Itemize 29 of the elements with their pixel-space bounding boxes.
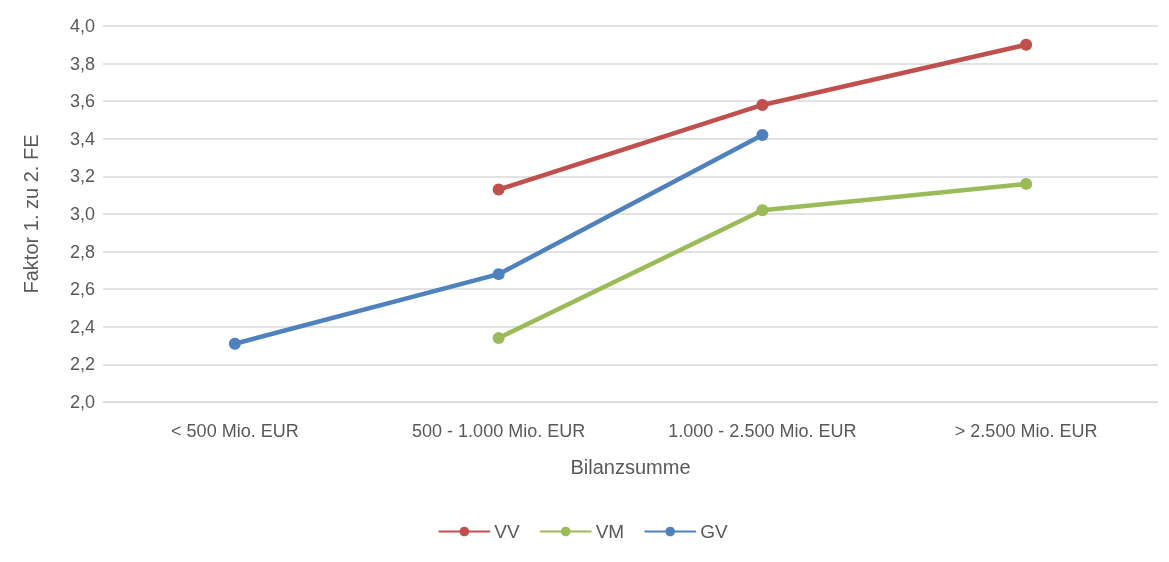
x-tick-label: 1.000 - 2.500 Mio. EUR [668,421,857,441]
point [492,268,505,281]
y-tick-label: 3,6 [69,91,95,112]
point [228,337,241,350]
y-tick-label: 3,2 [69,166,95,187]
y-tick-label: 2,8 [69,241,95,262]
y-tick-label: 3,0 [69,204,95,224]
point [1020,177,1033,190]
y-tick-label: 2,0 [69,392,95,412]
y-tick-label: 2,6 [69,279,95,300]
point [756,204,769,217]
y-tick-label: 2,2 [69,354,95,375]
x-tick-label: 500 - 1.000 Mio. EUR [412,421,586,441]
y-tick-label: 3,8 [69,53,95,74]
y-tick-label: 2,4 [69,316,95,337]
point [492,183,505,196]
x-tick-label: > 2.500 Mio. EUR [954,421,1098,441]
y-tick-label: 4,0 [69,16,95,36]
y-tick-label: 3,4 [69,128,95,149]
x-tick-label: < 500 Mio. EUR [171,421,299,441]
y-axis-title: Faktor 1. zu 2. FE [20,134,42,294]
legend-label: VV [494,521,521,542]
x-axis-title: Bilanzsumme [570,456,691,478]
point [492,332,505,345]
point [756,98,769,111]
legend-label: VM [595,521,625,542]
legend-label: GV [700,521,728,542]
point [756,129,769,142]
point [1020,38,1033,51]
